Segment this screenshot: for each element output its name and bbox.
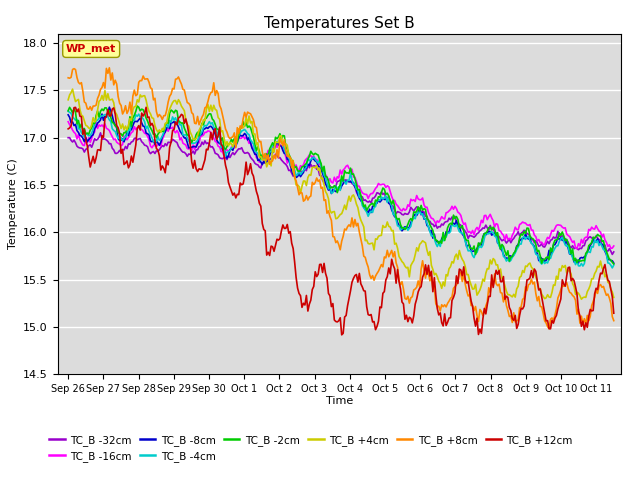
TC_B -32cm xyxy=(97,130,104,136)
TC_B -2cm xyxy=(610,261,618,267)
TC_B -32cm xyxy=(156,147,163,153)
TC_B +12cm xyxy=(250,173,257,179)
TC_B -16cm xyxy=(610,243,618,249)
TC_B -2cm xyxy=(133,103,141,109)
TC_B +8cm xyxy=(344,224,351,229)
Line: TC_B -4cm: TC_B -4cm xyxy=(68,111,614,268)
Line: TC_B -2cm: TC_B -2cm xyxy=(68,106,614,264)
TC_B -32cm xyxy=(64,135,72,141)
TC_B +8cm xyxy=(545,326,553,332)
TC_B -8cm xyxy=(466,242,474,248)
Line: TC_B -8cm: TC_B -8cm xyxy=(68,107,614,263)
TC_B -4cm xyxy=(154,133,162,139)
Line: TC_B -16cm: TC_B -16cm xyxy=(68,122,614,249)
TC_B -8cm xyxy=(64,112,72,118)
TC_B +12cm xyxy=(601,262,609,267)
TC_B +4cm xyxy=(344,199,351,205)
TC_B -32cm xyxy=(135,136,143,142)
TC_B +8cm xyxy=(466,292,474,298)
TC_B -4cm xyxy=(64,108,72,114)
TC_B -8cm xyxy=(600,242,607,248)
TC_B -16cm xyxy=(600,231,607,237)
TC_B +12cm xyxy=(133,125,141,131)
Y-axis label: Temperature (C): Temperature (C) xyxy=(8,158,17,250)
X-axis label: Time: Time xyxy=(326,396,353,406)
TC_B -16cm xyxy=(133,125,141,131)
TC_B -16cm xyxy=(154,141,162,147)
TC_B +12cm xyxy=(467,298,475,304)
TC_B +8cm xyxy=(610,318,618,324)
TC_B -16cm xyxy=(465,229,472,235)
TC_B +4cm xyxy=(135,99,143,105)
TC_B -8cm xyxy=(344,178,351,184)
TC_B -4cm xyxy=(610,262,618,268)
TC_B -16cm xyxy=(64,119,72,125)
TC_B -8cm xyxy=(135,117,143,122)
TC_B +12cm xyxy=(156,153,163,158)
TC_B +8cm xyxy=(106,65,113,71)
TC_B +8cm xyxy=(250,117,257,123)
TC_B -32cm xyxy=(466,232,474,238)
TC_B +12cm xyxy=(610,311,618,316)
Line: TC_B -32cm: TC_B -32cm xyxy=(68,133,614,254)
Line: TC_B +4cm: TC_B +4cm xyxy=(68,89,614,299)
TC_B -32cm xyxy=(344,178,351,184)
TC_B -16cm xyxy=(248,144,256,150)
TC_B -4cm xyxy=(609,265,616,271)
TC_B -4cm xyxy=(133,113,141,119)
TC_B -16cm xyxy=(573,246,581,252)
Title: Temperatures Set B: Temperatures Set B xyxy=(264,16,415,31)
TC_B +12cm xyxy=(338,332,346,338)
TC_B +4cm xyxy=(156,127,163,133)
TC_B -8cm xyxy=(610,260,618,266)
TC_B -16cm xyxy=(342,163,350,169)
TC_B +12cm xyxy=(345,296,353,301)
TC_B -2cm xyxy=(344,170,351,176)
TC_B -4cm xyxy=(248,139,256,145)
TC_B -4cm xyxy=(598,243,606,249)
TC_B +8cm xyxy=(601,288,609,294)
Legend: TC_B -32cm, TC_B -16cm, TC_B -8cm, TC_B -4cm, TC_B -2cm, TC_B +4cm, TC_B +8cm, T: TC_B -32cm, TC_B -16cm, TC_B -8cm, TC_B … xyxy=(45,431,577,466)
TC_B -2cm xyxy=(600,238,607,244)
TC_B -2cm xyxy=(250,134,257,140)
TC_B -32cm xyxy=(610,249,618,255)
Line: TC_B +8cm: TC_B +8cm xyxy=(68,68,614,329)
TC_B +4cm xyxy=(577,296,585,302)
TC_B +4cm xyxy=(64,97,72,103)
TC_B +8cm xyxy=(156,112,163,118)
TC_B +8cm xyxy=(64,75,72,81)
TC_B -2cm xyxy=(466,245,474,251)
TC_B +4cm xyxy=(466,278,474,284)
TC_B -4cm xyxy=(465,248,472,254)
TC_B +4cm xyxy=(68,86,76,92)
TC_B -2cm xyxy=(156,130,163,135)
Text: WP_met: WP_met xyxy=(66,44,116,54)
TC_B +4cm xyxy=(601,274,609,280)
TC_B -8cm xyxy=(250,148,257,154)
TC_B -32cm xyxy=(250,158,257,164)
TC_B +8cm xyxy=(135,79,143,85)
TC_B +12cm xyxy=(64,126,72,132)
TC_B -32cm xyxy=(600,242,607,248)
TC_B -8cm xyxy=(156,143,163,148)
TC_B -2cm xyxy=(135,104,143,110)
TC_B -32cm xyxy=(609,252,616,257)
TC_B -4cm xyxy=(342,181,350,187)
TC_B +4cm xyxy=(610,295,618,300)
TC_B -2cm xyxy=(64,108,72,114)
TC_B -8cm xyxy=(106,104,113,110)
TC_B +4cm xyxy=(250,131,257,137)
TC_B +12cm xyxy=(142,105,150,110)
Line: TC_B +12cm: TC_B +12cm xyxy=(68,108,614,335)
